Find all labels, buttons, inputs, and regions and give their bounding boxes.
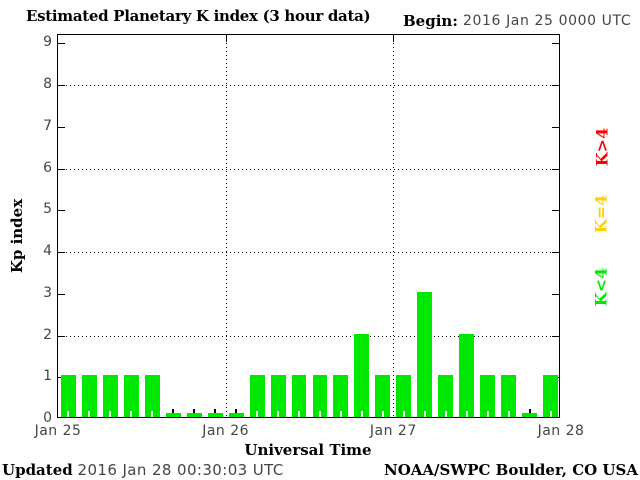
y-axis-tick [552,335,559,337]
x-axis-day-label: Jan 25 [34,423,82,439]
kp-bar [459,333,475,417]
kp-bar [543,375,558,417]
kp-bar [375,375,391,417]
kp-bar [123,375,139,417]
kp-bar [501,375,517,417]
bar-tick-notch [130,411,133,417]
bar-tick-notch [486,411,489,417]
kp-bar [186,413,202,417]
y-axis-tick [552,210,559,212]
x-axis-day-label: Jan 26 [202,423,250,439]
y-axis-tick-label: 4 [43,243,52,259]
plot-area: 0 1 2 3 4 5 6 7 8 9 Jan 25 Jan 26 Jan 27 Jan 28 [35,34,584,439]
y-axis-tick [552,126,559,128]
bar-tick-notch [381,411,384,417]
updated-timestamp: Updated 2016 Jan 28 00:30:03 UTC [2,461,284,479]
kp-bar [522,413,538,417]
y-axis-tick-label: 1 [43,368,52,385]
x-axis-day-label: Jan 28 [537,423,585,439]
y-axis-tick [58,210,65,212]
bar-tick-notch [444,411,447,417]
bar-tick-notch [277,411,280,417]
kp-bar [333,375,349,417]
y-axis-tick [58,168,65,170]
bar-tick-notch [298,411,301,417]
gridline-horizontal [58,168,561,170]
y-axis-tick [58,126,65,128]
y-axis-tick [58,85,65,86]
x-axis-title: Universal Time [244,441,372,459]
y-axis-title: Kp index [8,198,26,274]
legend-k-eq-4: K=4 [591,194,611,234]
bar-tick-notch [465,411,468,417]
y-axis-tick [58,335,65,337]
gridline-day-boundary [225,35,227,419]
kp-bar [291,375,307,417]
y-axis-tick-label: 9 [43,34,52,51]
bar-tick-notch [67,411,70,417]
y-axis-tick [552,85,559,86]
bar-tick-notch [318,411,321,417]
y-axis-tick-label: 2 [43,326,52,343]
bar-tick-notch [256,411,259,417]
bar-tick-notch [549,411,552,417]
y-axis-tick [552,293,559,295]
kp-bar [81,375,97,417]
kp-bar [102,375,118,417]
day-boundary-top-tick [393,35,395,42]
gridline-horizontal [58,335,561,337]
begin-datetime: 2016 Jan 25 0000 UTC [463,13,632,29]
gridline-horizontal [58,85,561,86]
bar-tick-notch [423,411,426,417]
kp-bar [438,375,454,417]
updated-label: Updated [2,461,73,479]
legend-k-gt-4: K>4 [592,127,612,167]
y-axis-tick [552,252,559,253]
y-axis-tick-label: 6 [43,159,52,176]
updated-value: 2016 Jan 28 00:30:03 UTC [77,461,284,479]
y-axis-tick [58,43,65,45]
chart-title: Estimated Planetary K index (3 hour data… [26,7,371,25]
y-axis-tick-label: 3 [43,284,52,301]
y-axis-tick-label: 7 [43,117,52,134]
bar-tick-notch [109,411,112,417]
gridline-day-boundary [393,35,395,419]
bar-tick-notch [402,411,405,417]
kp-bar [249,375,265,417]
kp-bar [480,375,496,417]
y-axis-tick-label: 5 [43,201,52,218]
day-boundary-top-tick [225,35,227,42]
x-axis-day-label: Jan 27 [369,423,417,439]
y-axis-tick [58,252,65,253]
kp-bar [228,413,244,417]
kp-bar [312,375,328,417]
y-axis-tick [552,43,559,45]
kp-bar [396,375,412,417]
bar-tick-notch [339,411,342,417]
bar-tick-notch [151,411,154,417]
y-axis-tick [552,168,559,170]
y-axis-tick [58,293,65,295]
y-axis-tick-label: 8 [43,76,52,92]
bar-tick-notch [507,411,510,417]
credit-text: NOAA/SWPC Boulder, CO USA [383,461,638,479]
kp-bar [165,413,181,417]
kp-bar [354,333,370,417]
kp-bar [270,375,286,417]
bar-tick-notch [360,411,363,417]
kp-bar [207,413,223,417]
gridline-horizontal [58,252,561,253]
y-axis-tick-label: 0 [43,410,52,426]
begin-label: Begin: [403,12,458,30]
legend-k-lt-4: K<4 [591,267,611,307]
bar-tick-notch [88,411,91,417]
kp-bar [417,291,433,417]
kp-bar [144,375,160,417]
kp-bar [61,375,76,417]
